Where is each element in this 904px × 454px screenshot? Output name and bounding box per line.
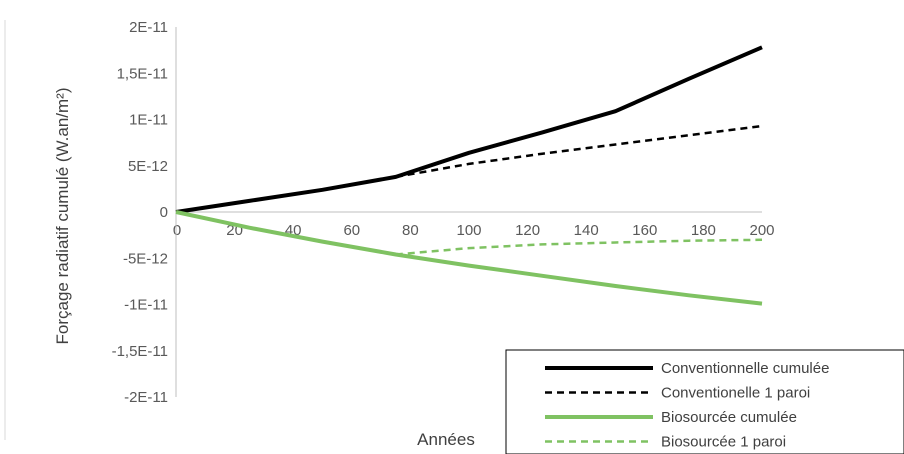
x-tick-label: 120 bbox=[515, 222, 540, 239]
y-tick-label: -2E-11 bbox=[124, 389, 168, 406]
y-tick-label: -5E-12 bbox=[123, 250, 168, 267]
x-tick-label: 0 bbox=[173, 222, 181, 239]
y-tick-label: 1E-11 bbox=[129, 112, 168, 129]
x-axis-title: Années bbox=[417, 430, 475, 449]
y-tick-label: 0 bbox=[160, 204, 168, 221]
y-tick-label: 5E-12 bbox=[128, 158, 168, 175]
x-tick-label: 180 bbox=[691, 222, 716, 239]
legend-label: Biosourcée cumulée bbox=[661, 409, 797, 426]
y-tick-label: -1,5E-11 bbox=[112, 343, 168, 360]
y-tick-label: 2E-11 bbox=[129, 19, 168, 36]
x-axis-ticks: 0 20 40 60 80 100 120 140 160 180 200 bbox=[173, 222, 775, 239]
x-tick-label: 60 bbox=[343, 222, 360, 239]
series-line-3 bbox=[175, 210, 763, 306]
y-axis-title: Forçage radiatif cumulé (W.an/m²) bbox=[53, 88, 72, 345]
series-line-1 bbox=[175, 45, 763, 214]
series-line-4 bbox=[395, 238, 763, 256]
series-layer bbox=[175, 45, 763, 306]
x-tick-label: 140 bbox=[574, 222, 599, 239]
y-tick-label: -1E-11 bbox=[124, 297, 168, 314]
x-tick-label: 200 bbox=[749, 222, 774, 239]
legend: Conventionnelle cumulée Conventionelle 1 … bbox=[505, 349, 904, 454]
x-tick-label: 160 bbox=[632, 222, 657, 239]
x-tick-label: 80 bbox=[402, 222, 419, 239]
x-tick-label: 100 bbox=[456, 222, 481, 239]
legend-label: Biosourcée 1 paroi bbox=[661, 434, 786, 451]
legend-label: Conventionnelle cumulée bbox=[661, 360, 829, 377]
legend-label: Conventionelle 1 paroi bbox=[661, 385, 810, 402]
y-axis-ticks: 2E-11 1,5E-11 1E-11 5E-12 0 -5E-12 -1E-11 -1,5E… bbox=[112, 19, 168, 406]
series-line-2 bbox=[395, 124, 763, 179]
y-tick-label: 1,5E-11 bbox=[117, 65, 168, 82]
